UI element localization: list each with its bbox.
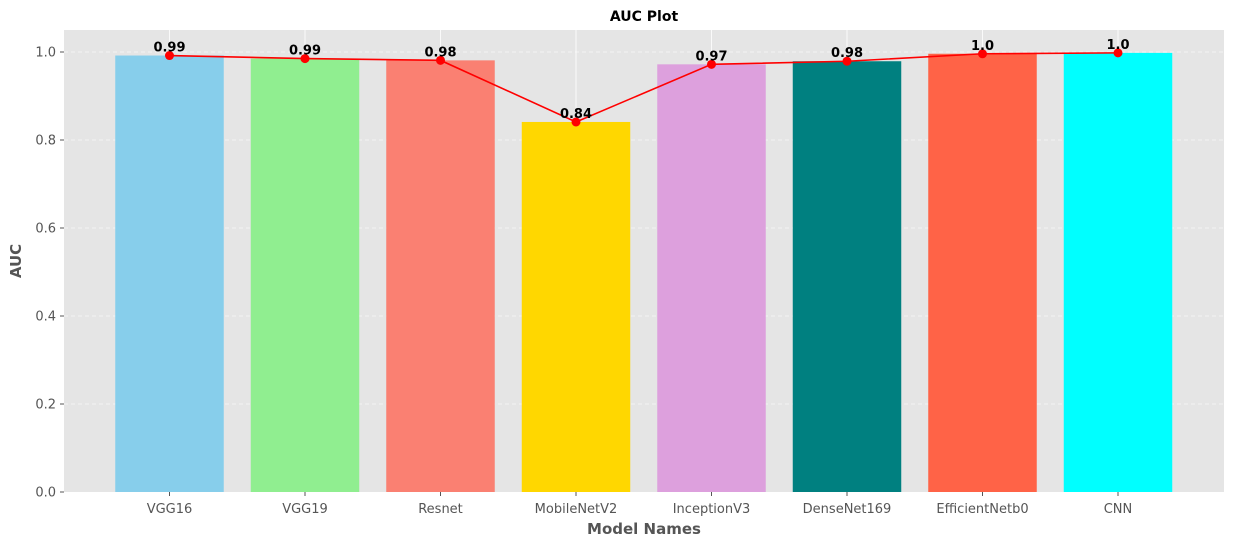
data-label: 0.97: [695, 49, 727, 64]
data-label: 0.98: [424, 45, 456, 60]
chart-title: AUC Plot: [610, 9, 679, 25]
data-label: 1.0: [1106, 38, 1129, 53]
x-tick-label: MobileNetV2: [535, 502, 618, 517]
line-marker-cnn: [1113, 48, 1123, 58]
data-labels: 0.99 0.99 0.98 0.84 0.97 0.98 1.0 1.0: [153, 38, 1129, 122]
line-marker-resnet: [436, 55, 445, 65]
x-tick-label: VGG19: [282, 502, 328, 517]
line-marker-vgg19: [300, 54, 310, 64]
data-label: 0.84: [560, 107, 592, 122]
bar-inceptionv3: [657, 64, 766, 492]
y-tick-labels: 0.0 0.2 0.4 0.6 0.8 1.0: [35, 46, 64, 501]
y-tick-label: 0.6: [35, 222, 56, 237]
line-marker-efficientnetb0: [978, 49, 987, 59]
x-tick-label: CNN: [1104, 502, 1133, 517]
data-label: 0.99: [289, 44, 321, 59]
x-tick-labels: VGG16 VGG19 Resnet MobileNetV2 InceptionV3 De…: [147, 492, 1133, 517]
x-tick-label: InceptionV3: [673, 502, 751, 517]
x-tick-label: VGG16: [147, 502, 193, 517]
y-tick-label: 0.2: [35, 398, 56, 413]
bar-efficientnetb0: [928, 53, 1037, 492]
line-marker-densenet169: [842, 56, 852, 66]
x-tick-label: EfficientNetb0: [936, 502, 1028, 517]
y-tick-label: 0.0: [35, 486, 56, 501]
data-label: 0.99: [153, 41, 185, 56]
x-tick-label: Resnet: [418, 502, 463, 517]
bars: [115, 52, 1173, 493]
auc-trend-line: [169, 52, 1119, 123]
bar-densenet169: [792, 61, 902, 493]
bar-vgg16: [115, 55, 224, 493]
line-marker-inceptionv3: [707, 59, 716, 69]
line-marker-vgg16: [165, 51, 174, 61]
bar-cnn: [1063, 52, 1173, 492]
line-overlay: [165, 48, 1123, 127]
bar-mobilenetv2: [521, 121, 631, 493]
x-tick-label: DenseNet169: [803, 502, 892, 517]
data-label: 1.0: [971, 39, 994, 54]
bar-vgg19: [250, 58, 360, 492]
x-axis-title: Model Names: [587, 520, 701, 538]
y-tick-label: 1.0: [35, 46, 56, 61]
y-axis-title: AUC: [7, 244, 25, 278]
y-tick-label: 0.8: [35, 134, 56, 149]
bar-resnet: [386, 60, 495, 493]
y-tick-label: 0.4: [35, 310, 56, 325]
plot-background: [64, 30, 1224, 492]
data-label: 0.98: [831, 46, 863, 61]
line-marker-mobilenetv2: [571, 117, 581, 127]
